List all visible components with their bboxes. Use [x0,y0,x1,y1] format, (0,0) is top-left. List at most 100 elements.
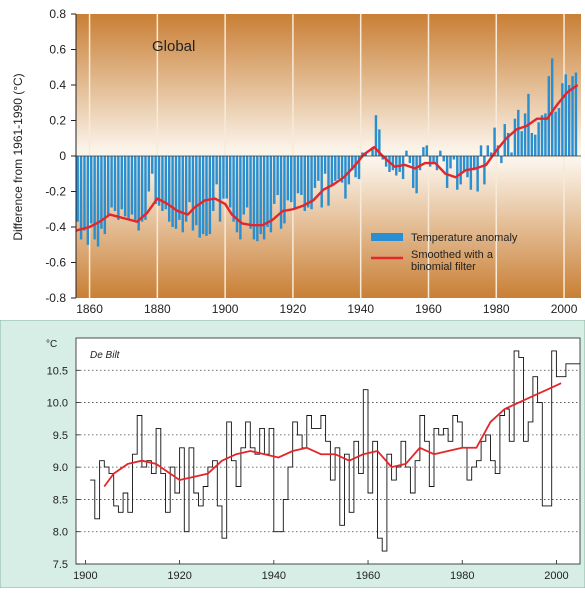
anomaly-bar [215,156,218,185]
anomaly-bar [188,156,191,203]
anomaly-bar [134,156,137,220]
anomaly-bar [401,156,405,180]
anomaly-bar [442,156,445,162]
anomaly-bar [428,156,432,167]
x-tick-label: 1920 [280,302,307,316]
anomaly-bar [235,156,239,233]
anomaly-bar [83,156,86,231]
anomaly-bar [201,156,205,235]
anomaly-bar [245,156,249,208]
anomaly-bar [140,156,144,222]
anomaly-bar [459,156,462,185]
yearly-step-line [90,350,580,552]
anomaly-bar [462,156,466,172]
anomaly-bar [391,156,395,171]
anomaly-bar [262,156,266,240]
anomaly-bar [540,115,544,156]
anomaly-bar [164,156,168,210]
chart-title: Global [152,38,195,55]
legend-label-smoothed: Smoothed with a binomial filter [411,249,496,273]
anomaly-bar [337,156,340,180]
y-tick-label: 9.5 [53,430,68,442]
global-chart-svg: 1860 1880 1900 1920 1940 1960 1980 2000 0.8 0.6 0.… [11,7,581,316]
y-tick-label: 8.0 [53,527,68,539]
anomaly-bar [466,156,469,178]
anomaly-bar [96,156,100,247]
anomaly-bar [384,156,388,167]
legend-label-anomaly: Temperature anomaly [411,232,518,244]
anomaly-bar [279,156,283,229]
anomaly-bar [137,156,140,231]
anomaly-bar [151,156,154,174]
y-tick-label: -0.8 [45,291,66,305]
anomaly-bar [296,156,300,194]
anomaly-bar [161,156,164,212]
anomaly-bar [530,132,534,156]
x-tick-label: 1960 [415,302,442,316]
chart-title: De Bilt [90,350,121,361]
anomaly-bar [554,111,557,156]
anomaly-bar [174,156,178,229]
anomaly-bar [113,156,117,212]
anomaly-bar [110,156,113,208]
anomaly-bar [195,156,198,226]
x-tick-label: 1940 [347,302,374,316]
anomaly-bar [469,156,473,190]
global-temperature-chart: 1860 1880 1900 1920 1940 1960 1980 2000 0.8 0.6 0.… [11,7,581,316]
x-tick-label: 1980 [483,302,510,316]
anomaly-bar [479,145,483,156]
anomaly-bar [205,156,208,236]
y-tick-label: 0.6 [49,43,66,57]
anomaly-bar [76,156,79,222]
x-tick-label: 1880 [144,302,171,316]
anomaly-bar [286,156,290,201]
anomaly-bar [106,156,110,217]
anomaly-bar [567,85,571,156]
anomaly-bar [93,156,96,240]
plot-area [75,337,581,565]
anomaly-bar [289,156,293,203]
y-tick-label: 10.5 [47,365,68,377]
anomaly-bar [300,156,303,196]
y-tick-label: 0.2 [49,114,66,128]
anomaly-bar [500,156,503,164]
anomaly-bar [361,152,364,156]
anomaly-bar [544,113,547,156]
anomaly-bar [381,156,384,160]
anomaly-bar [208,156,212,235]
anomaly-bar [225,156,229,199]
y-tick-label: 7.5 [53,559,68,571]
anomaly-bar [523,113,527,156]
y-tick-label: 9.0 [53,462,68,474]
anomaly-bar [510,152,513,156]
x-tick-label: 1940 [262,570,286,582]
de-bilt-chart-svg: 10.5 10.0 9.5 9.0 8.5 8.0 7.5 1900 1920 1940 1960 1… [0,319,585,589]
anomaly-bar [123,156,127,217]
anomaly-bar [154,156,157,204]
anomaly-bar [564,74,567,156]
anomaly-bar [354,156,357,178]
anomaly-bar [483,156,486,185]
anomaly-bar [513,118,517,156]
anomaly-bar [357,156,361,180]
anomaly-bar [550,58,554,156]
anomaly-bar [259,156,262,235]
anomaly-bar [228,156,232,208]
anomaly-bar [157,156,161,206]
anomaly-bar [218,156,222,222]
anomaly-bar [534,134,537,156]
y-tick-label: 10.0 [47,398,68,410]
anomaly-bar [388,156,391,172]
anomaly-bar [517,109,520,156]
anomaly-bar [293,156,296,210]
anomaly-bar [493,127,496,156]
anomaly-bar [130,156,134,215]
anomaly-bar [167,156,171,222]
x-tick-label: 1980 [450,570,474,582]
anomaly-bar [574,72,578,156]
y-tick-label: -0.6 [45,256,66,270]
anomaly-bar [520,131,523,156]
anomaly-bar [476,156,479,192]
anomaly-bar [445,156,449,188]
anomaly-bar [120,156,123,210]
